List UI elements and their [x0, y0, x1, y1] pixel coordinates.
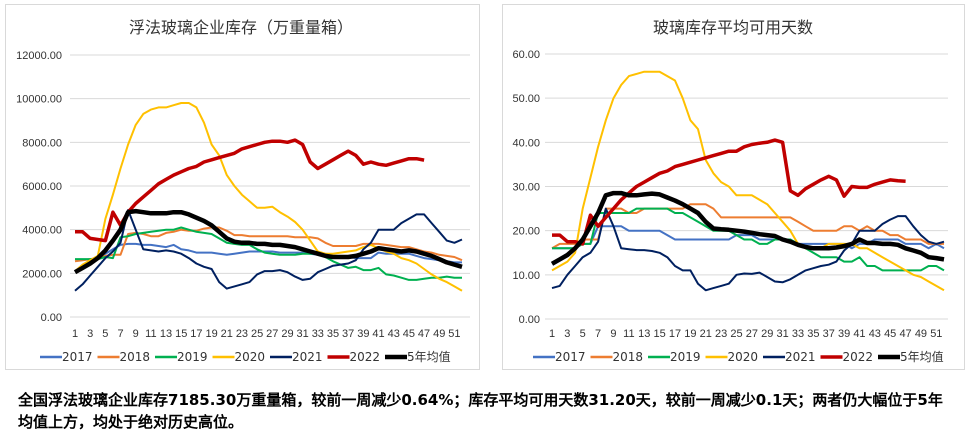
x-tick-label: 7 [595, 328, 601, 340]
x-tick-label: 39 [357, 328, 369, 340]
y-tick-label: 40.00 [512, 137, 540, 149]
series-line-2021 [74, 209, 463, 292]
chart-title: 玻璃库存平均可用天数 [653, 18, 813, 37]
legend-label: 2017 [62, 350, 93, 364]
y-tick-label: 20.00 [512, 226, 540, 238]
x-tick-label: 47 [418, 328, 430, 340]
x-tick-label: 5 [102, 328, 108, 340]
x-tick-label: 1 [72, 328, 78, 340]
legend-label: 2022 [350, 350, 381, 364]
x-tick-label: 5 [580, 328, 586, 340]
y-tick-label: 50.00 [512, 93, 540, 105]
x-tick-label: 35 [807, 328, 819, 340]
x-tick-label: 35 [327, 328, 339, 340]
legend-label: 5年均值 [407, 349, 451, 364]
legend-label: 2021 [785, 350, 816, 364]
x-tick-label: 15 [175, 328, 187, 340]
series-line-2022 [552, 138, 906, 246]
x-tick-label: 51 [448, 328, 460, 340]
x-tick-label: 29 [281, 328, 293, 340]
x-tick-label: 33 [312, 328, 324, 340]
x-tick-label: 49 [915, 328, 927, 340]
x-tick-label: 39 [838, 328, 850, 340]
y-tick-label: 6000.00 [22, 181, 62, 193]
x-tick-label: 3 [87, 328, 93, 340]
legend-label: 2019 [177, 350, 208, 364]
x-tick-label: 11 [623, 328, 634, 340]
x-tick-label: 1 [549, 328, 555, 340]
y-tick-label: 10.00 [512, 270, 540, 282]
series-line-5年均值 [550, 190, 945, 266]
x-tick-label: 33 [792, 328, 804, 340]
x-tick-label: 45 [403, 328, 415, 340]
y-tick-label: 10000.00 [16, 94, 62, 106]
x-tick-label: 27 [266, 328, 278, 340]
legend-label: 2019 [670, 350, 701, 364]
x-tick-label: 25 [730, 328, 742, 340]
x-tick-label: 13 [638, 328, 650, 340]
x-tick-label: 17 [190, 328, 202, 340]
y-tick-label: 30.00 [512, 182, 540, 194]
x-tick-label: 41 [372, 328, 384, 340]
series-line-2019 [75, 226, 462, 281]
y-tick-label: 60.00 [512, 49, 540, 61]
y-tick-label: 8000.00 [22, 137, 62, 149]
x-tick-label: 11 [145, 328, 156, 340]
chart-title: 浮法玻璃企业库存（万重量箱） [129, 18, 353, 37]
x-tick-label: 41 [853, 328, 865, 340]
x-tick-label: 9 [610, 328, 616, 340]
y-tick-label: 4000.00 [22, 225, 62, 237]
x-tick-label: 3 [564, 328, 570, 340]
series-line-2020 [74, 102, 463, 292]
x-tick-label: 21 [700, 328, 712, 340]
legend-label: 2018 [120, 350, 151, 364]
x-tick-label: 23 [236, 328, 248, 340]
x-tick-label: 19 [205, 328, 217, 340]
x-tick-label: 49 [433, 328, 445, 340]
legend-label: 2020 [728, 350, 759, 364]
y-tick-label: 0.00 [519, 314, 540, 326]
x-tick-label: 43 [869, 328, 881, 340]
series-line-2018 [551, 203, 944, 250]
series-line-2021 [551, 207, 945, 292]
x-tick-label: 51 [930, 328, 942, 340]
x-tick-label: 43 [388, 328, 400, 340]
legend-label: 2020 [235, 350, 266, 364]
legend-label: 2021 [292, 350, 323, 364]
x-tick-label: 25 [251, 328, 263, 340]
x-tick-label: 9 [133, 328, 139, 340]
x-tick-label: 15 [653, 328, 665, 340]
y-tick-label: 0.00 [41, 312, 62, 324]
legend-label: 2017 [555, 350, 586, 364]
legend-label: 5年均值 [900, 349, 944, 364]
x-tick-label: 31 [297, 328, 309, 340]
series-line-2017 [74, 242, 462, 272]
x-tick-label: 7 [117, 328, 123, 340]
x-tick-label: 17 [669, 328, 681, 340]
summary-caption: 全国浮法玻璃企业库存7185.30万重量箱，较前一周减少0.64%；库存平均可用… [18, 391, 943, 431]
series-line-2019 [552, 207, 945, 272]
series-line-2017 [552, 225, 945, 250]
x-tick-label: 37 [342, 328, 354, 340]
x-tick-label: 29 [761, 328, 773, 340]
x-tick-label: 23 [715, 328, 727, 340]
series-line-2020 [551, 70, 945, 292]
x-tick-label: 27 [746, 328, 758, 340]
y-tick-label: 12000.00 [16, 50, 62, 62]
x-tick-label: 13 [160, 328, 172, 340]
x-tick-label: 19 [684, 328, 696, 340]
legend-label: 2022 [843, 350, 874, 364]
y-tick-label: 2000.00 [22, 268, 62, 280]
x-tick-label: 45 [884, 328, 896, 340]
inventory-chart-panel [5, 4, 480, 370]
series-line-2022 [75, 138, 425, 243]
legend-label: 2018 [613, 350, 644, 364]
series-line-5年均值 [73, 208, 463, 275]
x-tick-label: 31 [776, 328, 788, 340]
x-tick-label: 47 [899, 328, 911, 340]
charts-svg: 浮法玻璃企业库存（万重量箱） 0.00 2000.00 4000.00 6000.00 8… [16, 18, 948, 364]
x-tick-label: 21 [221, 328, 233, 340]
x-tick-label: 37 [823, 328, 835, 340]
